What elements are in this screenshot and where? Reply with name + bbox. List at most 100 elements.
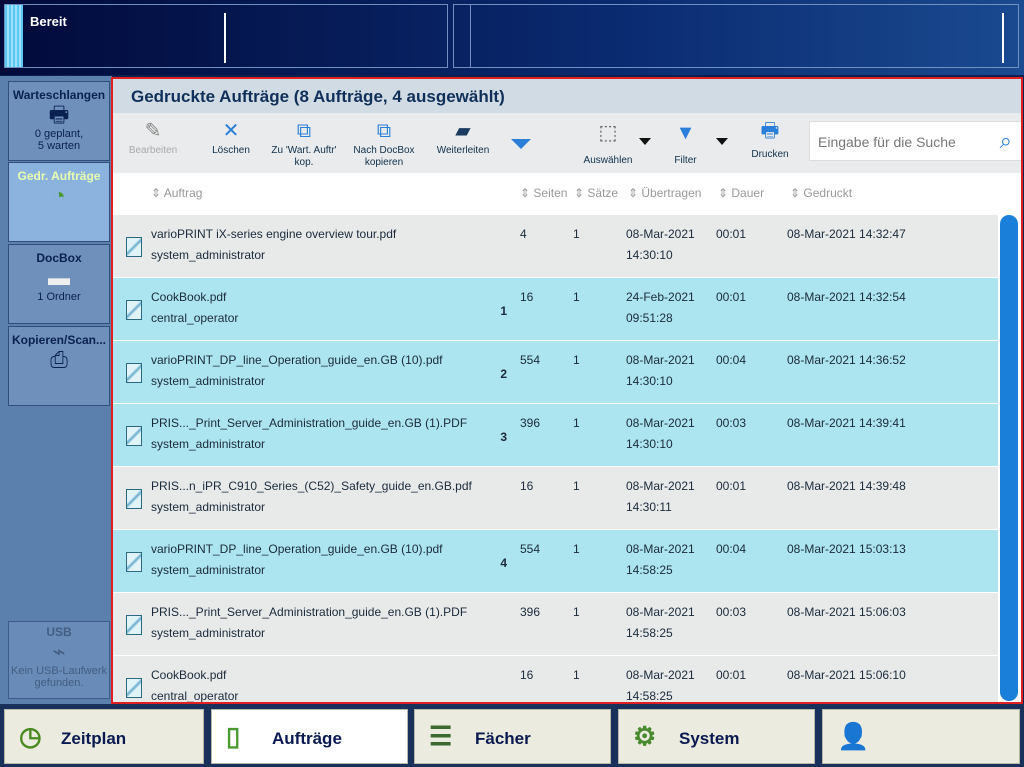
search-icon[interactable]: ⌕ — [999, 128, 1012, 153]
transfer-time: 14:58:25 — [626, 626, 673, 640]
copy-to-docbox-button[interactable]: ⧉ Nach DocBox kopieren — [348, 119, 420, 169]
table-row[interactable]: CookBook.pdf central_operator 1 16 1 24-Feb-2… — [113, 278, 998, 340]
transfer-time: 14:30:10 — [626, 374, 673, 388]
nav-label: Zeitplan — [61, 729, 127, 748]
status-panel: Bereit — [4, 4, 448, 68]
job-user: system_administrator — [151, 437, 266, 451]
duration: 00:04 — [716, 542, 747, 556]
nav-label: Fächer — [475, 729, 531, 748]
divider — [224, 13, 226, 63]
select-icon: ⬚ — [598, 122, 618, 144]
status-panel-secondary — [453, 4, 1019, 68]
forward-button[interactable]: ▰ Weiterleiten — [428, 119, 498, 157]
printed-time: 08-Mar-2021 14:36:52 — [787, 353, 906, 367]
nav-faecher[interactable]: ☰ Fächer — [414, 709, 611, 764]
transfer-time: 09:51:28 — [626, 311, 673, 325]
sort-gedruckt[interactable]: ⇕ Gedruckt — [790, 186, 853, 200]
filter-button[interactable]: ▼ Filter — [663, 121, 708, 167]
pages: 396 — [520, 605, 541, 619]
select-button[interactable]: ⬚ Auswählen — [578, 121, 638, 167]
job-user: system_administrator — [151, 500, 266, 514]
job-user: system_administrator — [151, 563, 266, 577]
clock-icon: ◷ — [19, 721, 42, 751]
filter-label: Filter — [674, 155, 697, 166]
sidebar-item-label: Gedr. Aufträge — [17, 169, 101, 183]
job-user: central_operator — [151, 311, 239, 325]
close-icon: ✕ — [222, 120, 240, 142]
delete-button[interactable]: ✕ Löschen — [201, 119, 261, 157]
transfer-date: 08-Mar-2021 — [626, 353, 695, 367]
sort-uebertragen[interactable]: ⇕ Übertragen — [628, 186, 702, 200]
nav-label: Aufträge — [272, 729, 342, 748]
pencil-icon: ✎ — [144, 120, 162, 142]
transfer-date: 08-Mar-2021 — [626, 668, 695, 682]
pages: 554 — [520, 353, 541, 367]
transfer-time: 14:30:11 — [626, 500, 672, 514]
job-name: PRIS..._Print_Server_Administration_guid… — [151, 605, 468, 619]
nav-zeitplan[interactable]: ◷ Zeitplan — [4, 709, 204, 764]
sets: 1 — [573, 227, 580, 241]
sort-seiten[interactable]: ⇕ Seiten — [520, 186, 568, 200]
job-name: varioPRINT iX-series engine overview tou… — [151, 227, 397, 241]
sort-saetze[interactable]: ⇕ Sätze — [574, 186, 619, 200]
printed-time: 08-Mar-2021 15:06:03 — [787, 605, 906, 619]
sidebar-item-copy-scan[interactable]: Kopieren/Scan... ⎙ — [8, 326, 110, 406]
table-row[interactable]: varioPRINT_DP_line_Operation_guide_en.GB… — [113, 530, 998, 592]
filter-dropdown-icon[interactable] — [716, 138, 728, 145]
select-dropdown-icon[interactable] — [639, 138, 651, 145]
search-input[interactable]: Eingabe für die Suche ⌕ — [809, 121, 1021, 161]
printed-time: 08-Mar-2021 14:39:48 — [787, 479, 906, 493]
print-button[interactable]: 🖶 Drucken — [745, 119, 795, 161]
selection-order: 3 — [500, 430, 507, 444]
copy-docbox-label: Nach DocBox kopieren — [353, 145, 415, 168]
transfer-date: 08-Mar-2021 — [626, 542, 695, 556]
table-row[interactable]: varioPRINT iX-series engine overview tou… — [113, 215, 998, 277]
sets: 1 — [573, 668, 580, 682]
printed-time: 08-Mar-2021 14:32:54 — [787, 290, 906, 304]
transfer-time: 14:30:10 — [626, 437, 673, 451]
table-row[interactable]: PRIS..._Print_Server_Administration_guid… — [113, 593, 998, 655]
bottom-nav: ◷ Zeitplan ▯ Aufträge ☰ Fächer ⚙ System 👤 — [0, 704, 1024, 767]
job-user: central_operator — [151, 689, 239, 703]
table-row[interactable]: PRIS..._Print_Server_Administration_guid… — [113, 404, 998, 466]
job-user: system_administrator — [151, 626, 266, 640]
jobs-icon: ▯ — [226, 721, 241, 751]
sets: 1 — [573, 605, 580, 619]
transfer-time: 14:58:25 — [626, 689, 673, 703]
table-row[interactable]: varioPRINT_DP_line_Operation_guide_en.GB… — [113, 341, 998, 403]
sidebar-item-printed-jobs[interactable]: Gedr. Aufträge ◔ — [8, 162, 110, 242]
transfer-time: 14:30:10 — [626, 248, 673, 262]
sidebar-item-warteschlangen[interactable]: Warteschlangen 🖶 0 geplant, 5 warten — [8, 81, 110, 161]
table-row[interactable]: CookBook.pdf central_operator 16 1 08-Mar-20… — [113, 656, 998, 703]
transfer-date: 08-Mar-2021 — [626, 605, 695, 619]
scrollbar[interactable] — [1000, 215, 1018, 701]
trays-icon: ☰ — [429, 721, 453, 751]
sets: 1 — [573, 542, 580, 556]
selection-order: 4 — [500, 556, 507, 570]
edit-button[interactable]: ✎ Bearbeiten — [123, 119, 183, 157]
column-header: ⇕ Auftrag ⇕ Seiten ⇕ Sätze ⇕ Übertragen … — [113, 173, 1021, 213]
table-row[interactable]: PRIS...n_iPR_C910_Series_(C52)_Safety_gu… — [113, 467, 998, 529]
divider — [1002, 13, 1004, 63]
printed-jobs-panel: Gedruckte Aufträge (8 Aufträge, 4 ausgew… — [111, 77, 1023, 704]
more-dropdown-icon[interactable] — [511, 139, 531, 149]
nav-system[interactable]: ⚙ System — [618, 709, 815, 764]
sort-dauer[interactable]: ⇕ Dauer — [718, 186, 765, 200]
job-name: CookBook.pdf — [151, 668, 227, 682]
sidebar-item-docbox[interactable]: DocBox ▬ 1 Ordner — [8, 244, 110, 324]
nav-user[interactable]: 👤 — [822, 709, 1020, 764]
sidebar-item-label: USB — [46, 625, 72, 639]
nav-label: System — [679, 729, 740, 748]
sidebar-item-label: Kopieren/Scan... — [11, 333, 107, 347]
printer-icon: 🖶 — [760, 120, 780, 142]
sets: 1 — [573, 479, 580, 493]
select-label: Auswählen — [583, 155, 633, 166]
usb-status-2: gefunden. — [34, 677, 84, 689]
copy-to-waiting-button[interactable]: ⧉ Zu 'Wart. Auftr' kop. — [268, 119, 340, 169]
job-name: PRIS...n_iPR_C910_Series_(C52)_Safety_gu… — [151, 479, 472, 493]
copy-icon: ⧉ — [376, 120, 392, 142]
document-icon — [126, 363, 142, 383]
sort-auftrag[interactable]: ⇕ Auftrag — [151, 186, 203, 200]
gears-icon: ⚙ — [633, 721, 657, 751]
nav-auftraege[interactable]: ▯ Aufträge — [211, 709, 408, 764]
